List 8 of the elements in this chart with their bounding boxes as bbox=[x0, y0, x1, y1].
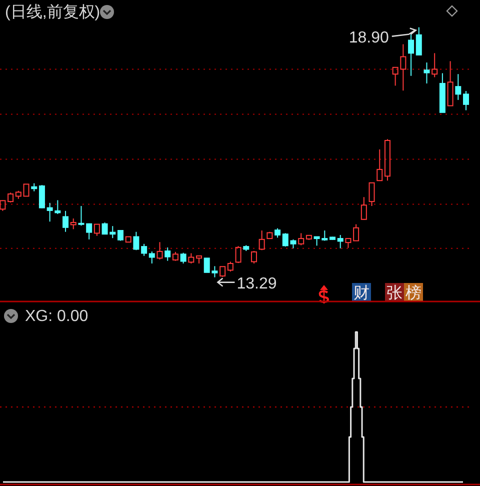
candlestick bbox=[424, 62, 430, 84]
text: 张榜 bbox=[386, 284, 422, 302]
annotation: 13.29 bbox=[236, 275, 277, 292]
annotation: 18.90 bbox=[348, 29, 389, 46]
text: 财 bbox=[354, 284, 370, 302]
candlestick bbox=[455, 74, 462, 100]
chart-title: XG: 0.00 bbox=[25, 308, 88, 325]
chart-title: (日线,前复权) bbox=[5, 3, 100, 21]
